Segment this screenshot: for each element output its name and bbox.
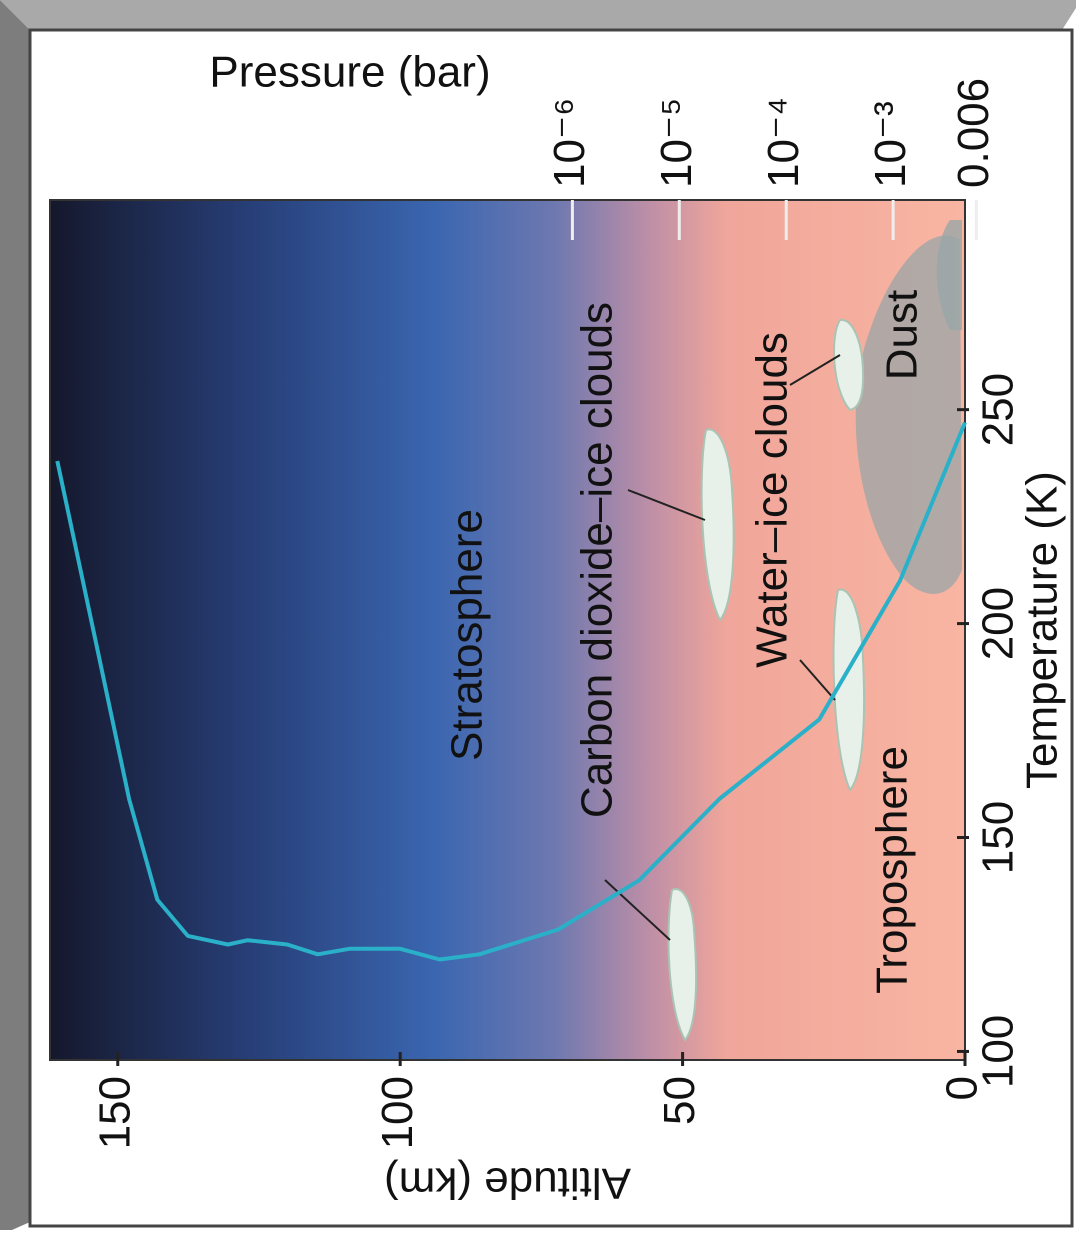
y-tick-label: 0 xyxy=(938,1076,987,1100)
annotation: Troposphere xyxy=(868,746,917,994)
annotation: Carbon dioxide–ice clouds xyxy=(573,302,622,818)
y2-tick-label: 10⁻³ xyxy=(866,101,915,188)
leader-lines xyxy=(604,354,841,941)
co2-cloud xyxy=(700,428,735,622)
x-tick-label: 200 xyxy=(974,587,1023,660)
y2-axis-label: Pressure (bar) xyxy=(209,48,490,97)
y-tick-label: 50 xyxy=(655,1076,704,1125)
y2-tick-label: 10⁻⁵ xyxy=(652,98,701,188)
co2-cloud xyxy=(667,888,698,1042)
y-tick-label: 100 xyxy=(373,1076,422,1149)
dust-cloud xyxy=(855,235,962,594)
leader-line xyxy=(627,489,706,521)
x-tick-label: 150 xyxy=(974,801,1023,874)
y-axis-label: Altitude (km) xyxy=(384,1158,631,1207)
annotation: Stratosphere xyxy=(443,509,492,761)
frame-bevel-top xyxy=(0,0,1076,30)
y2-tick-label: 0.006 xyxy=(949,78,998,188)
x-tick-label: 100 xyxy=(974,1015,1023,1088)
clouds xyxy=(667,220,962,1042)
y2-tick-label: 10⁻⁴ xyxy=(759,97,808,188)
x-axis-label: Temperature (K) xyxy=(1018,471,1067,789)
leader-line xyxy=(799,659,836,701)
rotated-chart: 100 150 200 250 Temperature (K) 0 50 100 150 Alti… xyxy=(49,48,1067,1207)
dust-cloud xyxy=(936,220,962,330)
y-tick-label: 150 xyxy=(90,1076,139,1149)
water-ice-cloud xyxy=(833,318,865,412)
leader-line xyxy=(604,879,671,941)
annotation: Water–ice clouds xyxy=(748,332,797,668)
temperature-curve xyxy=(55,421,967,962)
water-ice-cloud xyxy=(832,588,866,792)
leader-line xyxy=(789,354,841,386)
annotation: Dust xyxy=(878,290,927,380)
plot-area xyxy=(49,199,966,1061)
frame-bevel-left xyxy=(0,0,30,1230)
y2-tick-label: 10⁻⁶ xyxy=(545,98,594,188)
x-tick-label: 250 xyxy=(974,373,1023,446)
